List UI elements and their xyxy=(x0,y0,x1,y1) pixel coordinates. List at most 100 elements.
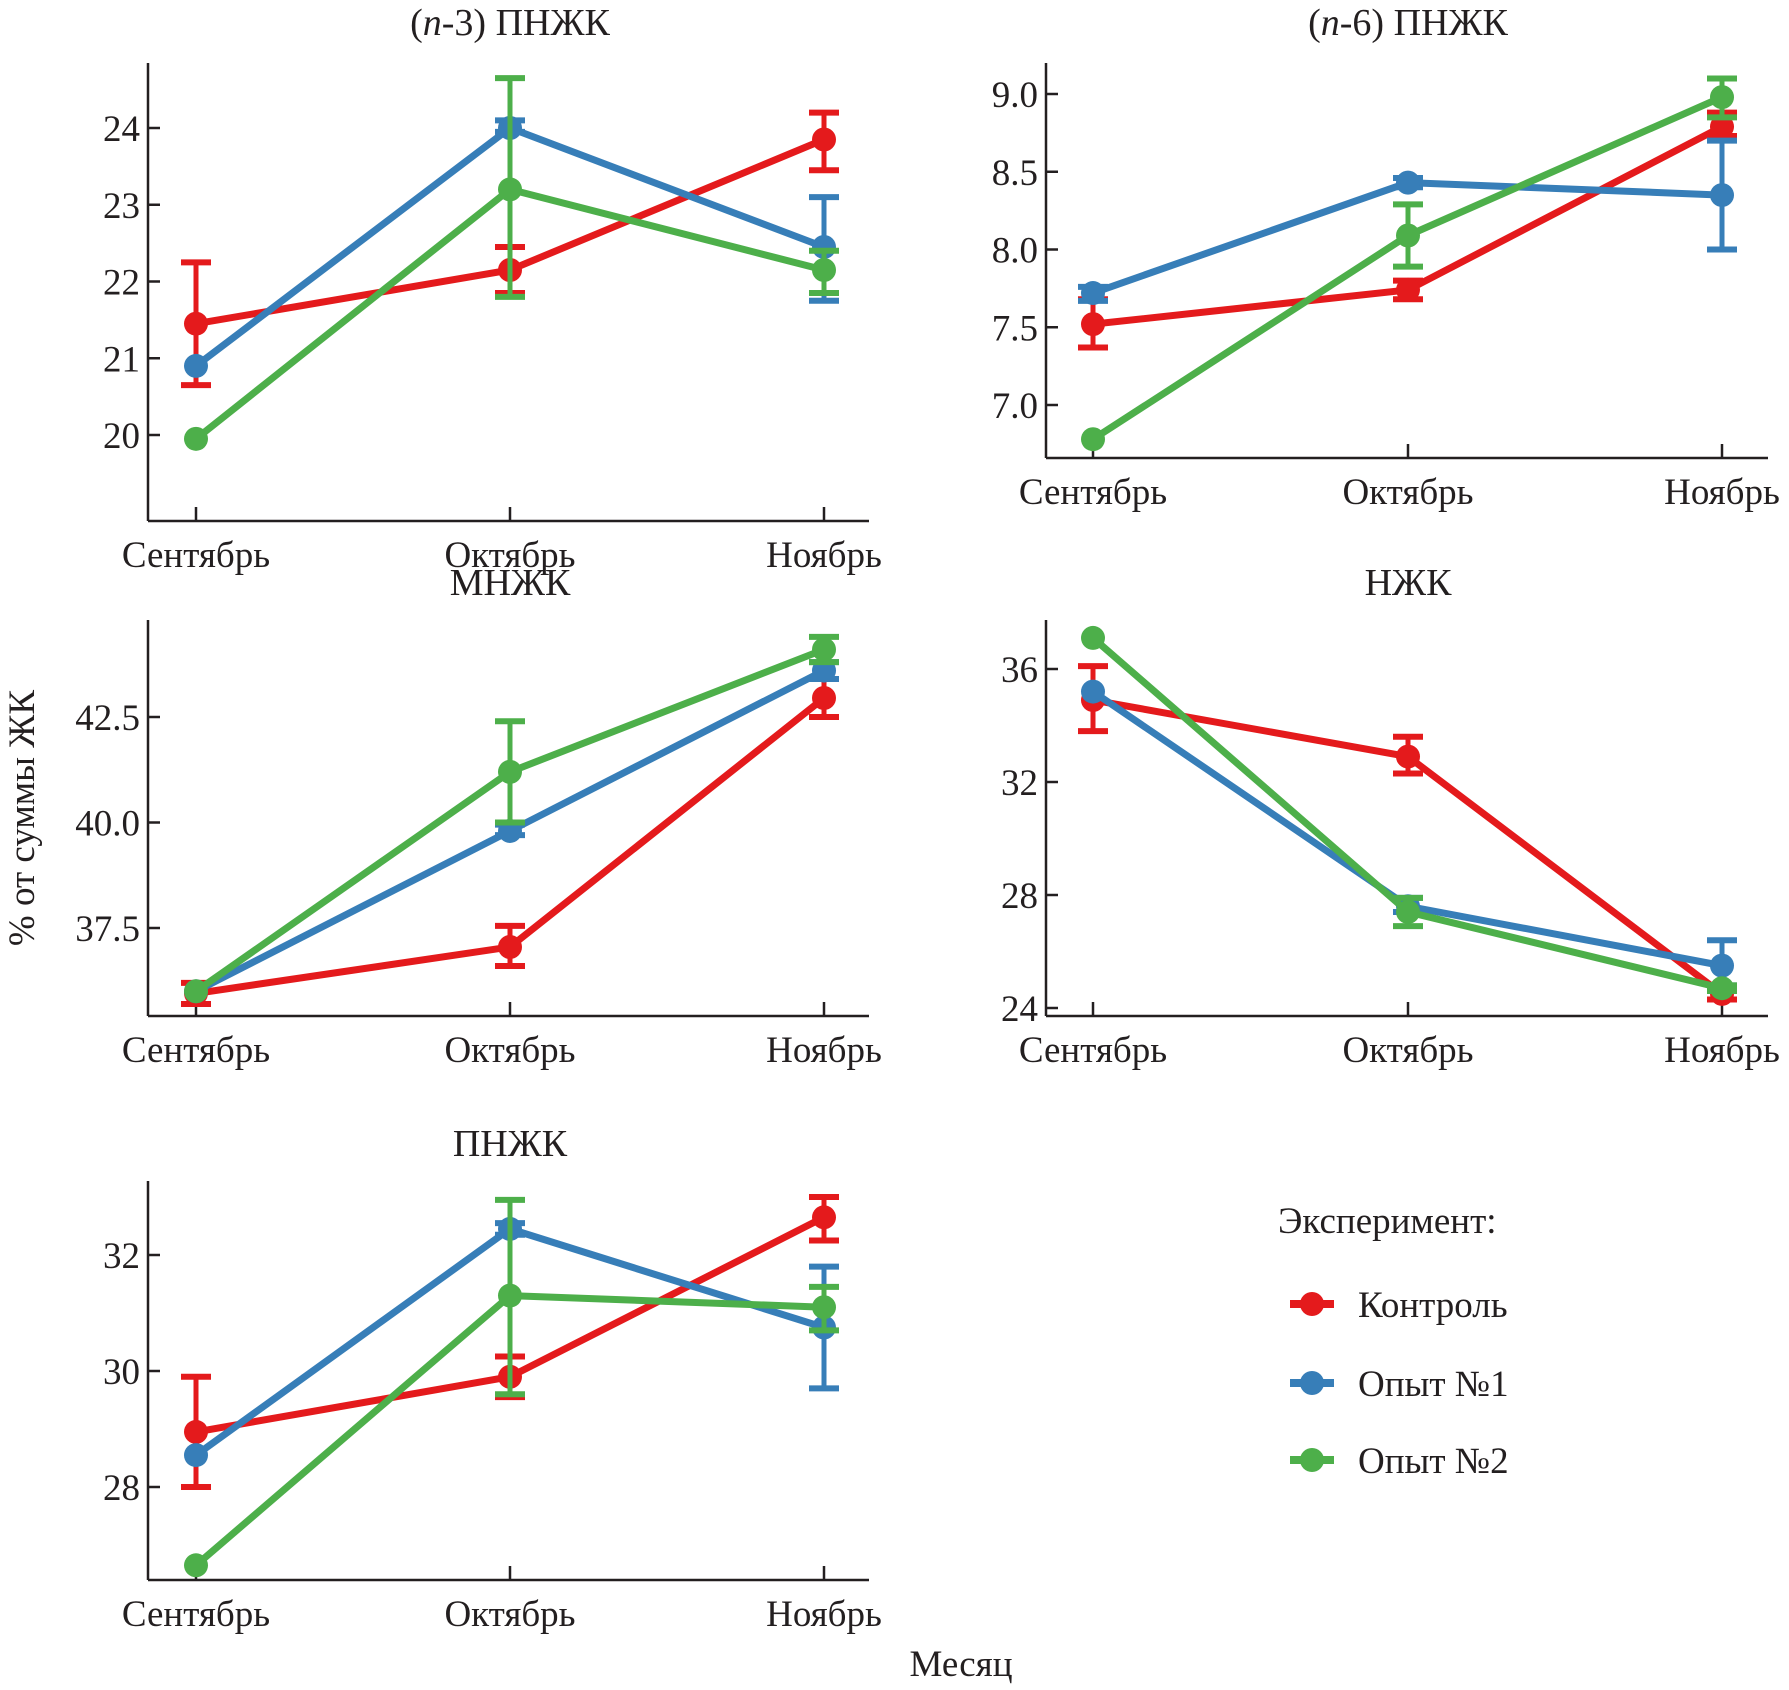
panel-title-suffix: -6) ПНЖК xyxy=(1340,2,1509,44)
y-tick-label: 22 xyxy=(103,263,140,304)
data-point xyxy=(812,257,836,282)
legend-item-experiment-2: Опыт №2 xyxy=(1290,1441,1509,1482)
x-tick-label: Сентябрь xyxy=(1019,472,1167,513)
data-point xyxy=(812,1205,836,1230)
legend-marker-control xyxy=(1300,1292,1324,1316)
panel-5: ПНЖК 28 30 32 Сентябрь Октябрь Ноябрь xyxy=(103,1123,882,1635)
panel-title: НЖК xyxy=(1365,562,1452,604)
x-tick-label: Ноябрь xyxy=(1664,472,1780,513)
data-point xyxy=(498,177,522,202)
y-tick-label: 30 xyxy=(103,1352,140,1393)
data-point xyxy=(1081,312,1105,337)
panel-title-prefix: ( xyxy=(410,2,423,44)
data-point xyxy=(1396,170,1420,195)
series-experiment-1 xyxy=(1078,137,1737,306)
panel-2: (n-6) ПНЖК 7.0 7.5 8.0 8.5 9.0 Сентябрь Октябрь… xyxy=(992,2,1780,513)
y-tick-label: 21 xyxy=(103,339,140,380)
data-point xyxy=(498,934,522,959)
data-point xyxy=(1710,114,1734,139)
data-point xyxy=(812,637,836,662)
legend-title: Эксперимент: xyxy=(1278,1201,1497,1242)
data-point xyxy=(812,127,836,152)
x-tick-label: Октябрь xyxy=(444,1594,575,1635)
data-point xyxy=(1396,223,1420,248)
data-point xyxy=(184,1419,208,1444)
panel-1: (n-3) ПНЖК 20 21 22 23 24 Сентябрь Октябрь Ноябр… xyxy=(103,2,882,576)
data-point xyxy=(498,1283,522,1308)
series-control xyxy=(1078,109,1737,351)
data-point xyxy=(812,686,836,711)
y-tick-label: 32 xyxy=(103,1236,140,1277)
data-point xyxy=(1396,744,1420,769)
x-tick-label: Октябрь xyxy=(444,535,575,576)
y-tick-label: 28 xyxy=(1001,876,1038,917)
y-tick-label: 40.0 xyxy=(75,804,140,845)
series-experiment-2 xyxy=(184,75,839,451)
data-point xyxy=(1396,899,1420,924)
x-axis-label: Месяц xyxy=(910,1644,1013,1685)
series-control xyxy=(181,1194,839,1490)
y-tick-label: 7.5 xyxy=(992,308,1038,349)
y-tick-label: 37.5 xyxy=(75,909,140,950)
panel-title: (n-3) ПНЖК xyxy=(410,2,610,44)
data-point xyxy=(184,1553,208,1578)
data-point xyxy=(1081,679,1105,704)
data-point xyxy=(1081,625,1105,650)
data-point xyxy=(1710,85,1734,110)
x-tick-label: Октябрь xyxy=(1342,1030,1473,1071)
series-experiment-2 xyxy=(184,1196,839,1578)
y-tick-label: 32 xyxy=(1001,763,1038,804)
y-tick-label: 36 xyxy=(1001,650,1038,691)
panel-title-italic: n xyxy=(423,2,442,44)
x-tick-label: Сентябрь xyxy=(122,1030,270,1071)
y-tick-label: 20 xyxy=(103,416,140,457)
panel-3: МНЖК 37.5 40.0 42.5 Сентябрь Октябрь Ноябрь xyxy=(75,562,882,1071)
legend-marker-experiment-2 xyxy=(1300,1448,1324,1472)
y-tick-label: 23 xyxy=(103,186,140,227)
x-tick-label: Сентябрь xyxy=(122,535,270,576)
data-point xyxy=(1710,183,1734,208)
panel-4: НЖК 24 28 32 36 Сентябрь Октябрь Ноябрь xyxy=(1001,562,1780,1071)
x-tick-label: Ноябрь xyxy=(766,1030,882,1071)
data-point xyxy=(184,353,208,378)
data-point xyxy=(812,1295,836,1320)
legend-label-experiment-1: Опыт №1 xyxy=(1358,1364,1509,1405)
y-tick-label: 24 xyxy=(1001,989,1038,1030)
data-point xyxy=(184,311,208,336)
y-tick-label: 8.0 xyxy=(992,231,1038,272)
panel-title-italic: n xyxy=(1321,2,1340,44)
x-tick-label: Ноябрь xyxy=(766,1594,882,1635)
legend-item-experiment-1: Опыт №1 xyxy=(1290,1364,1509,1405)
y-tick-label: 9.0 xyxy=(992,75,1038,116)
series-experiment-2 xyxy=(184,633,839,1004)
series-experiment-1 xyxy=(1081,679,1737,989)
y-axis-label: % от суммы ЖК xyxy=(2,690,43,947)
panel-title-suffix: -3) ПНЖК xyxy=(442,2,611,44)
data-point xyxy=(184,426,208,451)
series-experiment-2 xyxy=(1081,75,1737,452)
legend-label-control: Контроль xyxy=(1358,1285,1508,1326)
legend-label-experiment-2: Опыт №2 xyxy=(1358,1441,1509,1482)
legend-item-control: Контроль xyxy=(1290,1285,1508,1326)
panel-title: МНЖК xyxy=(450,562,571,604)
x-tick-label: Сентябрь xyxy=(122,1594,270,1635)
x-tick-label: Ноябрь xyxy=(1664,1030,1780,1071)
panel-title: (n-6) ПНЖК xyxy=(1308,2,1508,44)
x-tick-label: Октябрь xyxy=(444,1030,575,1071)
data-point xyxy=(1710,976,1734,1001)
data-point xyxy=(184,979,208,1004)
data-point xyxy=(498,759,522,784)
panel-title-prefix: ( xyxy=(1308,2,1321,44)
legend-marker-experiment-1 xyxy=(1300,1371,1324,1395)
x-tick-label: Сентябрь xyxy=(1019,1030,1167,1071)
panel-title: ПНЖК xyxy=(453,1123,568,1165)
x-tick-label: Октябрь xyxy=(1342,472,1473,513)
y-tick-label: 28 xyxy=(103,1468,140,1509)
series-line xyxy=(1090,635,1723,992)
data-point xyxy=(184,1443,208,1468)
data-point xyxy=(1081,281,1105,306)
y-tick-label: 24 xyxy=(103,109,140,150)
y-tick-label: 7.0 xyxy=(992,386,1038,427)
y-tick-label: 8.5 xyxy=(992,153,1038,194)
